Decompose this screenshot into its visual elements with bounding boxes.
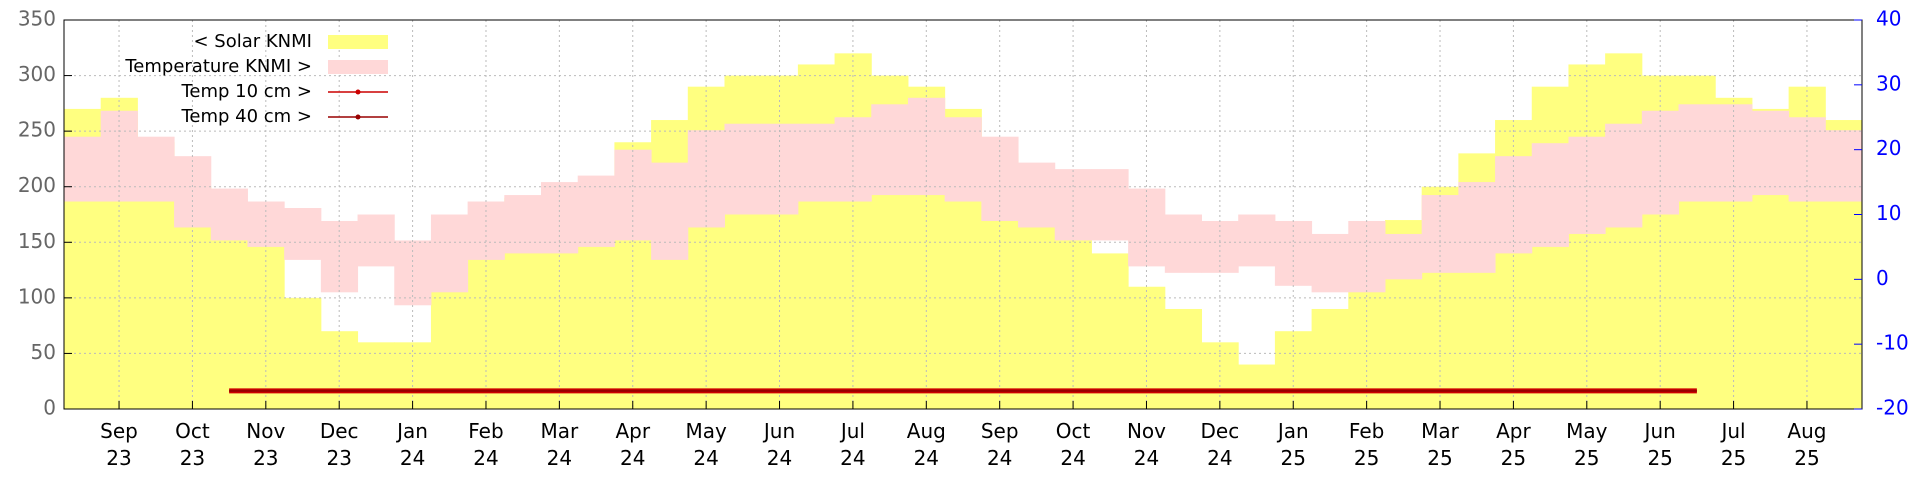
solar-bar [1238, 364, 1276, 409]
x-tick-label: May 25 [1566, 419, 1608, 470]
y-tick-label: 250 [18, 118, 56, 142]
y2-tick-label: -20 [1876, 396, 1909, 420]
y2-tick-label: 0 [1876, 266, 1889, 290]
temperature-band [137, 136, 175, 202]
temperature-band [724, 123, 762, 215]
temperature-band [430, 214, 469, 293]
temperature-band [284, 208, 322, 260]
x-tick-label: Feb 25 [1348, 419, 1385, 470]
y-tick-label: 350 [18, 7, 56, 31]
solar-bar [357, 342, 395, 409]
temperature-band [1678, 104, 1716, 202]
solar-bar [1531, 86, 1569, 409]
overlay-layer: 0 50 100 150 200 250 300 350 -20 -10 0 10 20 30 40 < So… [18, 7, 1909, 420]
solar-bar [797, 64, 836, 409]
solar-bar [1311, 308, 1349, 409]
temperature-band [834, 117, 872, 202]
temperature-band [944, 117, 982, 202]
x-tick-label: Sep 23 [100, 419, 138, 470]
temperature-band [504, 195, 542, 254]
x-tick-label: Feb 24 [468, 419, 504, 470]
temperature-band [1384, 233, 1423, 280]
y-tick-label: 200 [18, 173, 56, 197]
y2-tick-label: -10 [1876, 331, 1909, 355]
y2-tick-label: 20 [1876, 136, 1901, 160]
legend-label: < Solar KNMI [193, 31, 312, 52]
temperature-band [871, 104, 909, 196]
x-tick-label: Mar 24 [540, 419, 579, 470]
x-tick-label: Oct 23 [175, 419, 210, 470]
temperature-band [1751, 110, 1790, 196]
legend-label: Temp 10 cm > [180, 81, 312, 102]
temperature-band [1605, 123, 1643, 228]
temperature-band [797, 123, 836, 202]
x-tick-label: Jun 24 [763, 419, 796, 470]
x-tick-label: Apr 25 [1496, 419, 1531, 470]
x-tick-label: Jul 25 [1720, 419, 1747, 470]
temperature-band [357, 214, 395, 267]
x-tick-label: Apr 24 [615, 419, 651, 470]
x-tick-label: Jan 25 [1277, 419, 1309, 470]
temperature-band [577, 175, 615, 247]
legend-label: Temperature KNMI > [124, 56, 312, 77]
temperature-band [1018, 162, 1056, 228]
temperature-band [210, 188, 248, 241]
y-tick-label: 300 [18, 62, 56, 86]
x-tick-label: Jun 25 [1644, 419, 1676, 470]
y2-tick-label: 10 [1876, 201, 1901, 225]
temperature-band [64, 136, 102, 202]
temperature-band [1091, 169, 1129, 241]
x-tick-label: Aug 24 [906, 419, 946, 470]
temperature-band [1238, 214, 1276, 267]
solar-bar [1091, 253, 1129, 409]
y2-tick-label: 40 [1876, 7, 1901, 31]
legend-swatch [328, 60, 388, 74]
legend-label: Temp 40 cm > [180, 106, 312, 127]
temperature-band [1421, 195, 1459, 273]
temperature-band [1164, 214, 1203, 273]
legend-marker [355, 89, 361, 95]
legend-swatch [328, 35, 388, 49]
temperature-band [1495, 156, 1533, 254]
temperature-band [1054, 169, 1092, 241]
temperature-band [247, 201, 285, 247]
temperature-band [687, 130, 725, 228]
temperature-band [1311, 233, 1349, 293]
x-tick-label: Nov 23 [246, 419, 286, 470]
x-tick-label: Dec 24 [1200, 419, 1240, 470]
temperature-band [1458, 182, 1496, 273]
solar-bar [1605, 53, 1643, 409]
x-tick-label: Sep 24 [980, 419, 1019, 470]
legend-marker [355, 114, 361, 120]
temperature-band [981, 136, 1019, 221]
x-tick-label: Aug 25 [1787, 419, 1827, 470]
x-tick-label: May 24 [685, 419, 727, 470]
x-tick-label: Dec 23 [319, 419, 359, 470]
x-tick-label: Mar 25 [1421, 419, 1459, 470]
temperature-band [1825, 130, 1863, 202]
y2-tick-label: 30 [1876, 71, 1901, 95]
solar-bar [1164, 308, 1203, 409]
x-tick-label: Jul 24 [840, 419, 866, 470]
temperature-band [1641, 110, 1680, 215]
y-tick-label: 0 [43, 396, 56, 420]
x-tick-label: Nov 24 [1126, 419, 1166, 470]
x-tick-label: Jan 24 [397, 419, 428, 470]
y-tick-label: 100 [18, 284, 56, 308]
plot-layer [64, 53, 1863, 410]
y-tick-label: 150 [18, 229, 56, 253]
temperature-band [1788, 117, 1826, 202]
y-tick-label: 50 [31, 340, 56, 364]
temperature-band [1531, 143, 1569, 247]
temperature-band [651, 162, 689, 260]
temperature-band [761, 123, 799, 215]
x-tick-label: Oct 24 [1055, 419, 1091, 470]
